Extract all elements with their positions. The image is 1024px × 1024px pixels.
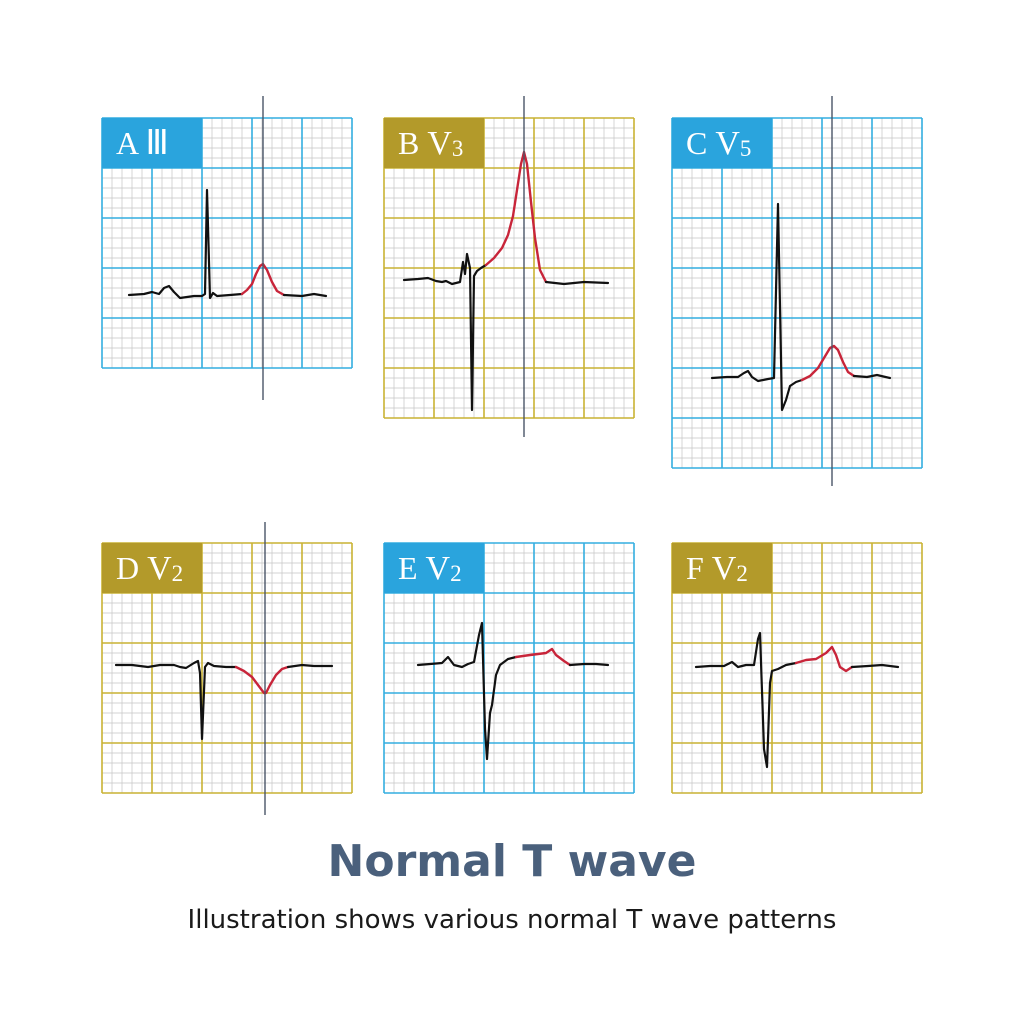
ecg-grid-b bbox=[383, 117, 635, 419]
panel-lead-sub-d: 2 bbox=[171, 561, 184, 586]
panel-lead-c: V bbox=[715, 125, 740, 162]
ecg-trace-tail-d bbox=[286, 663, 334, 669]
panel-lead-sub-f: 2 bbox=[736, 561, 748, 586]
t-wave-segment-c bbox=[800, 344, 856, 382]
panel-label-e: E V2 bbox=[384, 543, 484, 593]
page-title: Normal T wave bbox=[327, 836, 697, 887]
ecg-trace-c bbox=[710, 202, 804, 412]
panel-lead-e: V bbox=[425, 550, 451, 587]
panel-label-d: D V2 bbox=[102, 543, 202, 593]
t-wave-segment-f bbox=[794, 645, 854, 673]
panel-lead-sub-c: 5 bbox=[739, 136, 752, 161]
ecg-panel-d: D V2 bbox=[101, 542, 353, 794]
panel-lead-f: V bbox=[711, 550, 737, 587]
ecg-trace-tail-b bbox=[544, 280, 610, 286]
t-wave-segment-e bbox=[514, 647, 572, 667]
panel-letter-c: C bbox=[686, 125, 708, 161]
panel-label-a: A Ⅲ bbox=[102, 118, 202, 168]
ecg-trace-tail-a bbox=[282, 292, 328, 298]
ecg-trace-tail-f bbox=[850, 663, 900, 669]
panel-lead-a: Ⅲ bbox=[145, 125, 169, 162]
ecg-panel-b: B V3 bbox=[383, 117, 635, 419]
panel-letter-a: A bbox=[116, 125, 138, 161]
panel-label-f: F V2 bbox=[672, 543, 772, 593]
ecg-panel-f: F V2 bbox=[671, 542, 923, 794]
ecg-panel-a: A Ⅲ bbox=[101, 117, 353, 369]
ecg-trace-e bbox=[416, 621, 518, 761]
panel-lead-sub-b: 3 bbox=[451, 136, 464, 161]
panel-label-b: B V3 bbox=[384, 118, 484, 168]
panel-letter-d: D bbox=[116, 550, 140, 586]
panel-letter-e: E bbox=[398, 550, 418, 586]
ecg-grid-c bbox=[671, 117, 923, 469]
ecg-grid-f bbox=[671, 542, 923, 794]
ecg-trace-a bbox=[127, 188, 244, 300]
panel-label-c: C V5 bbox=[672, 118, 772, 168]
panel-lead-sub-e: 2 bbox=[450, 561, 462, 586]
ecg-panel-c: C V5 bbox=[671, 117, 923, 469]
panel-letter-f: F bbox=[686, 550, 704, 586]
panel-lead-d: V bbox=[147, 550, 172, 587]
t-wave-segment-a bbox=[240, 262, 286, 297]
ecg-trace-d bbox=[114, 659, 238, 741]
t-wave-segment-b bbox=[484, 150, 548, 284]
ecg-grid-d bbox=[101, 542, 353, 794]
panel-letter-b: B bbox=[398, 125, 420, 161]
ecg-trace-tail-c bbox=[852, 373, 892, 380]
ecg-trace-tail-e bbox=[568, 662, 610, 667]
ecg-trace-f bbox=[694, 631, 798, 769]
page-subtitle: Illustration shows various normal T wave… bbox=[187, 905, 837, 935]
ecg-trace-b bbox=[402, 252, 488, 412]
panel-lead-b: V bbox=[427, 125, 452, 162]
ecg-panel-e: E V2 bbox=[383, 542, 635, 794]
